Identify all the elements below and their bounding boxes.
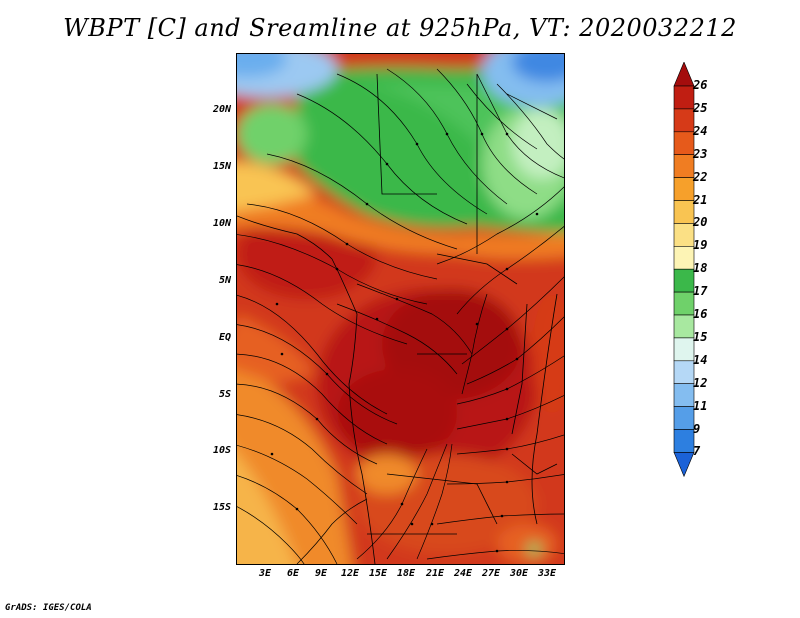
colorbar-level-label: 7	[693, 444, 701, 459]
lon-label: 6E	[286, 568, 300, 579]
colorbar-level-label: 14	[693, 352, 708, 367]
lon-label: 9E	[314, 568, 328, 579]
wbpt-field	[237, 54, 564, 564]
colorbar-swatch	[673, 223, 695, 247]
colorbar-swatch	[673, 314, 695, 339]
lon-label: 18E	[396, 568, 416, 579]
colorbar-level-label: 24	[693, 123, 708, 138]
colorbar-swatch	[673, 246, 695, 270]
colorbar-swatch	[673, 268, 695, 293]
colorbar-level-label: 18	[693, 261, 708, 276]
colorbar-level-label: 21	[693, 192, 708, 207]
colorbar-level-label: 12	[693, 375, 708, 390]
colorbar-swatch	[673, 383, 695, 407]
colorbar-level-label: 17	[693, 284, 708, 299]
colorbar-swatch	[673, 177, 695, 201]
colorbar-swatch	[673, 85, 695, 110]
colorbar-swatch	[673, 108, 695, 133]
lat-label: 5S	[218, 389, 231, 400]
colorbar-level-label: 19	[693, 238, 708, 253]
colorbar-level-label: 26	[693, 78, 708, 92]
lon-label: 21E	[425, 568, 445, 579]
chart-title: WBPT [C] and Sreamline at 925hPa, VT: 20…	[63, 14, 737, 42]
colorbar-level-label: 15	[693, 329, 708, 344]
lat-label: 5N	[218, 275, 231, 286]
lon-label: 33E	[537, 568, 557, 579]
colorbar-swatch	[673, 337, 695, 362]
lon-label: 30E	[509, 568, 529, 579]
colorbar-level-label: 9	[693, 421, 701, 436]
map-panel	[236, 53, 565, 565]
lon-label: 3E	[258, 568, 272, 579]
colorbar-level-label: 16	[693, 307, 708, 321]
lon-label: 27E	[481, 568, 501, 579]
credit-label: GrADS: IGES/COLA	[5, 603, 92, 613]
lat-label: EQ	[218, 332, 231, 343]
colorbar-level-label: 23	[693, 146, 708, 161]
colorbar-level-label: 20	[693, 215, 708, 230]
colorbar-level-label: 25	[693, 100, 708, 115]
lon-label: 15E	[368, 568, 388, 579]
colorbar-swatch	[673, 429, 695, 453]
lat-label: 15S	[212, 502, 231, 513]
colorbar-swatch	[673, 406, 695, 430]
streamlines	[237, 68, 564, 564]
lat-label: 10N	[212, 218, 231, 229]
lat-label: 20N	[212, 104, 231, 115]
lat-label: 10S	[212, 445, 231, 456]
colorbar-swatch	[673, 131, 695, 156]
colorbar-level-label: 22	[693, 169, 708, 184]
colorbar-swatch	[673, 291, 695, 316]
colorbar-swatch	[673, 154, 695, 178]
lat-label: 15N	[212, 161, 231, 172]
lon-label: 24E	[453, 568, 473, 579]
temperature-shading	[237, 54, 564, 564]
colorbar	[673, 62, 695, 478]
streamline-arrows	[270, 132, 539, 553]
colorbar-level-label: 11	[693, 398, 708, 413]
colorbar-swatch	[673, 360, 695, 384]
colorbar-swatch	[673, 200, 695, 224]
colorbar-bottom-arrow	[673, 452, 695, 478]
lon-label: 12E	[340, 568, 360, 579]
colorbar-top-arrow	[673, 62, 695, 87]
